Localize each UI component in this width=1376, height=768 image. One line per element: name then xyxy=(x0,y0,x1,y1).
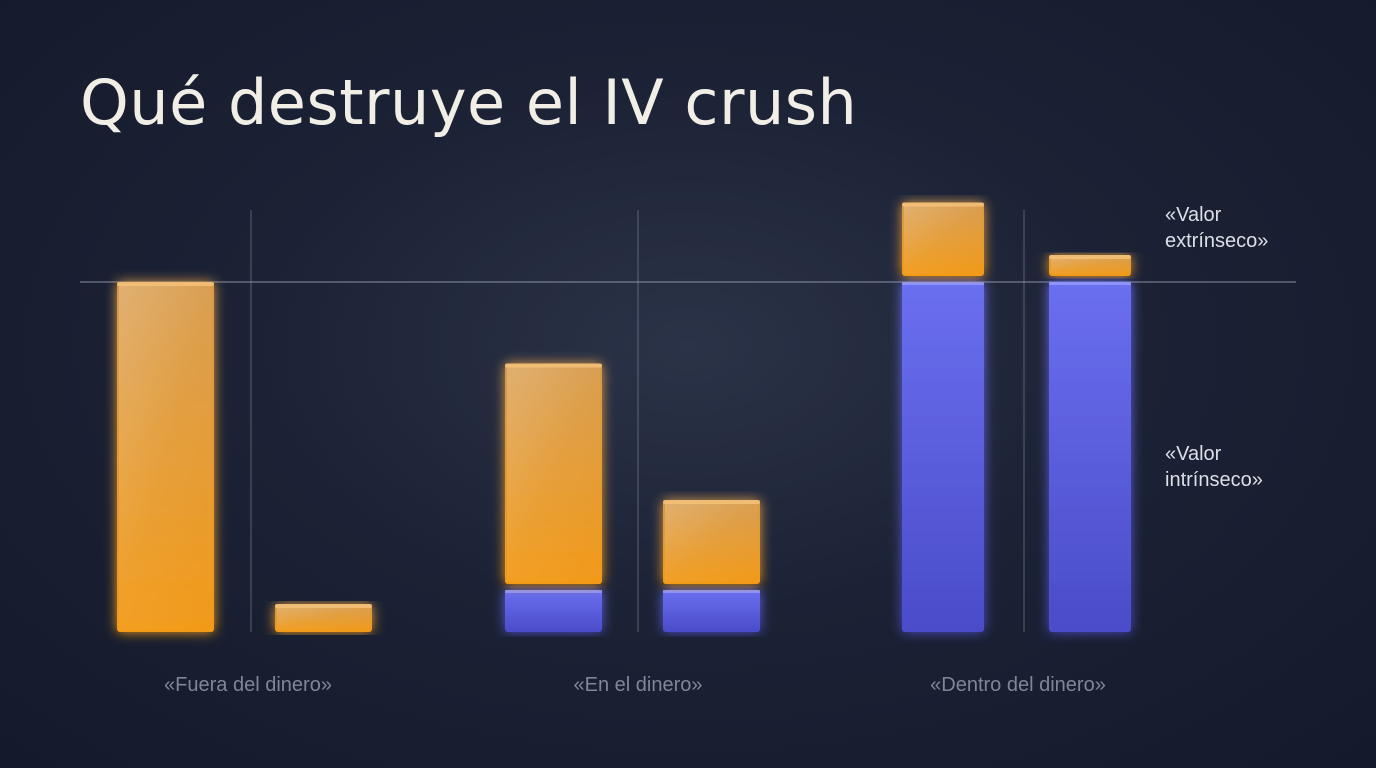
bar-extrinsic-top-3 xyxy=(663,500,760,504)
bar-extrinsic-top-0 xyxy=(117,282,214,286)
bar-extrinsic-shine-0 xyxy=(119,284,212,630)
bar-stack-0 xyxy=(117,282,214,632)
bar-extrinsic-shine-5 xyxy=(1051,257,1129,274)
bar-stack-3 xyxy=(663,500,760,632)
bar-extrinsic-shine-3 xyxy=(665,502,758,582)
legend-extrinsic-label: «Valor extrínseco» xyxy=(1165,202,1345,254)
bar-extrinsic-shine-1 xyxy=(277,606,370,630)
legend-intrinsic-line2: intrínseco» xyxy=(1165,469,1263,491)
bar-intrinsic-4 xyxy=(902,282,984,632)
legend-extrinsic-line1: «Valor xyxy=(1165,204,1222,226)
bar-extrinsic-top-1 xyxy=(275,604,372,608)
bar-extrinsic-top-5 xyxy=(1049,255,1131,259)
bar-stack-2 xyxy=(505,363,602,632)
bar-intrinsic-top-5 xyxy=(1049,282,1131,285)
legend-intrinsic-label: «Valor intrínseco» xyxy=(1165,441,1345,493)
bar-extrinsic-shine-2 xyxy=(507,365,600,582)
bar-extrinsic-top-2 xyxy=(505,363,602,368)
group-label-at-the-money: «En el dinero» xyxy=(573,674,703,696)
group-label-out-of-money: «Fuera del dinero» xyxy=(164,674,332,696)
bar-extrinsic-shine-4 xyxy=(904,204,982,274)
legend-intrinsic-line1: «Valor xyxy=(1165,443,1222,465)
group-label-in-the-money: «Dentro del dinero» xyxy=(930,674,1106,696)
bar-intrinsic-2 xyxy=(505,590,602,632)
bar-stack-5 xyxy=(1049,255,1131,632)
bar-extrinsic-top-4 xyxy=(902,202,984,207)
bar-stack-4 xyxy=(902,202,984,632)
bar-intrinsic-top-2 xyxy=(505,590,602,593)
bar-intrinsic-3 xyxy=(663,590,760,632)
bar-intrinsic-5 xyxy=(1049,282,1131,632)
bar-intrinsic-top-3 xyxy=(663,590,760,593)
page-title: Qué destruye el IV crush xyxy=(80,66,858,139)
legend-extrinsic-line2: extrínseco» xyxy=(1165,230,1269,252)
bar-intrinsic-top-4 xyxy=(902,282,984,285)
bar-stack-1 xyxy=(275,604,372,632)
